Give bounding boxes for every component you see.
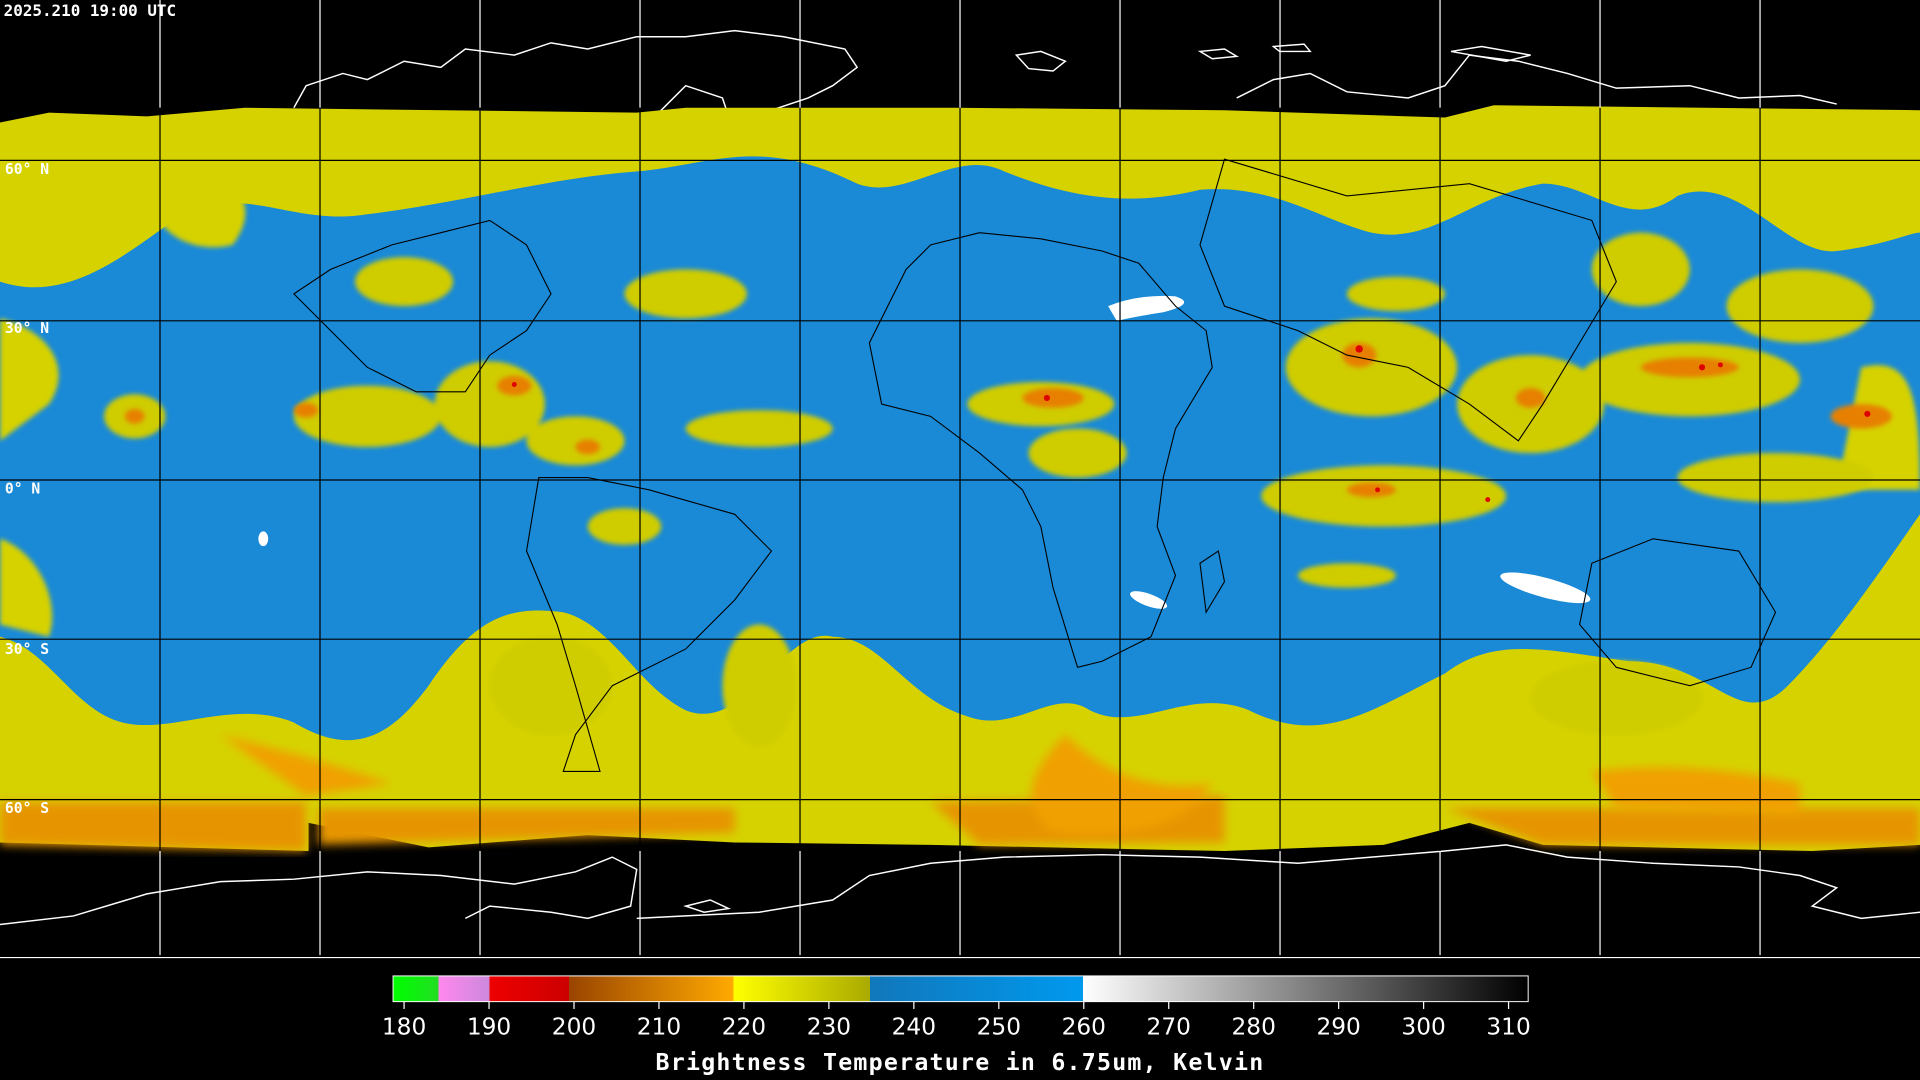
colorbar-tick-label: 200 [552, 1014, 596, 1041]
graticule [159, 0, 1761, 956]
colorbar-tick-label: 280 [1231, 1014, 1275, 1041]
colorbar-tick-label: 310 [1486, 1014, 1530, 1041]
timestamp: 2025.210 19:00 UTC [4, 1, 176, 20]
colorbar-tick-label: 230 [807, 1014, 851, 1041]
colorbar [392, 975, 1529, 1003]
coastlines-south [0, 844, 1920, 926]
coastlines [293, 158, 1777, 772]
colorbar-tick-label: 180 [382, 1014, 426, 1041]
latitude-label: 60° N [5, 161, 49, 178]
colorbar-tick-label: 260 [1062, 1014, 1106, 1041]
colorbar-tick-label: 270 [1147, 1014, 1191, 1041]
colorbar-title: Brightness Temperature in 6.75um, Kelvin [656, 1049, 1265, 1076]
colorbar-tick-label: 190 [467, 1014, 511, 1041]
latitude-label: 30° S [5, 641, 49, 658]
colorbar-tick-label: 240 [892, 1014, 936, 1041]
colorbar-tick-label: 300 [1401, 1014, 1445, 1041]
warm-dry-areas [258, 295, 1591, 609]
latitude-label: 0° N [5, 480, 40, 497]
colorbar-tick-label: 250 [977, 1014, 1021, 1041]
colorbar-tick-label: 210 [637, 1014, 681, 1041]
latitude-label: 60° S [5, 800, 49, 817]
colorbar-tick-label: 290 [1316, 1014, 1360, 1041]
latitude-label: 30° N [5, 320, 49, 337]
colorbar-tick-label: 220 [722, 1014, 766, 1041]
